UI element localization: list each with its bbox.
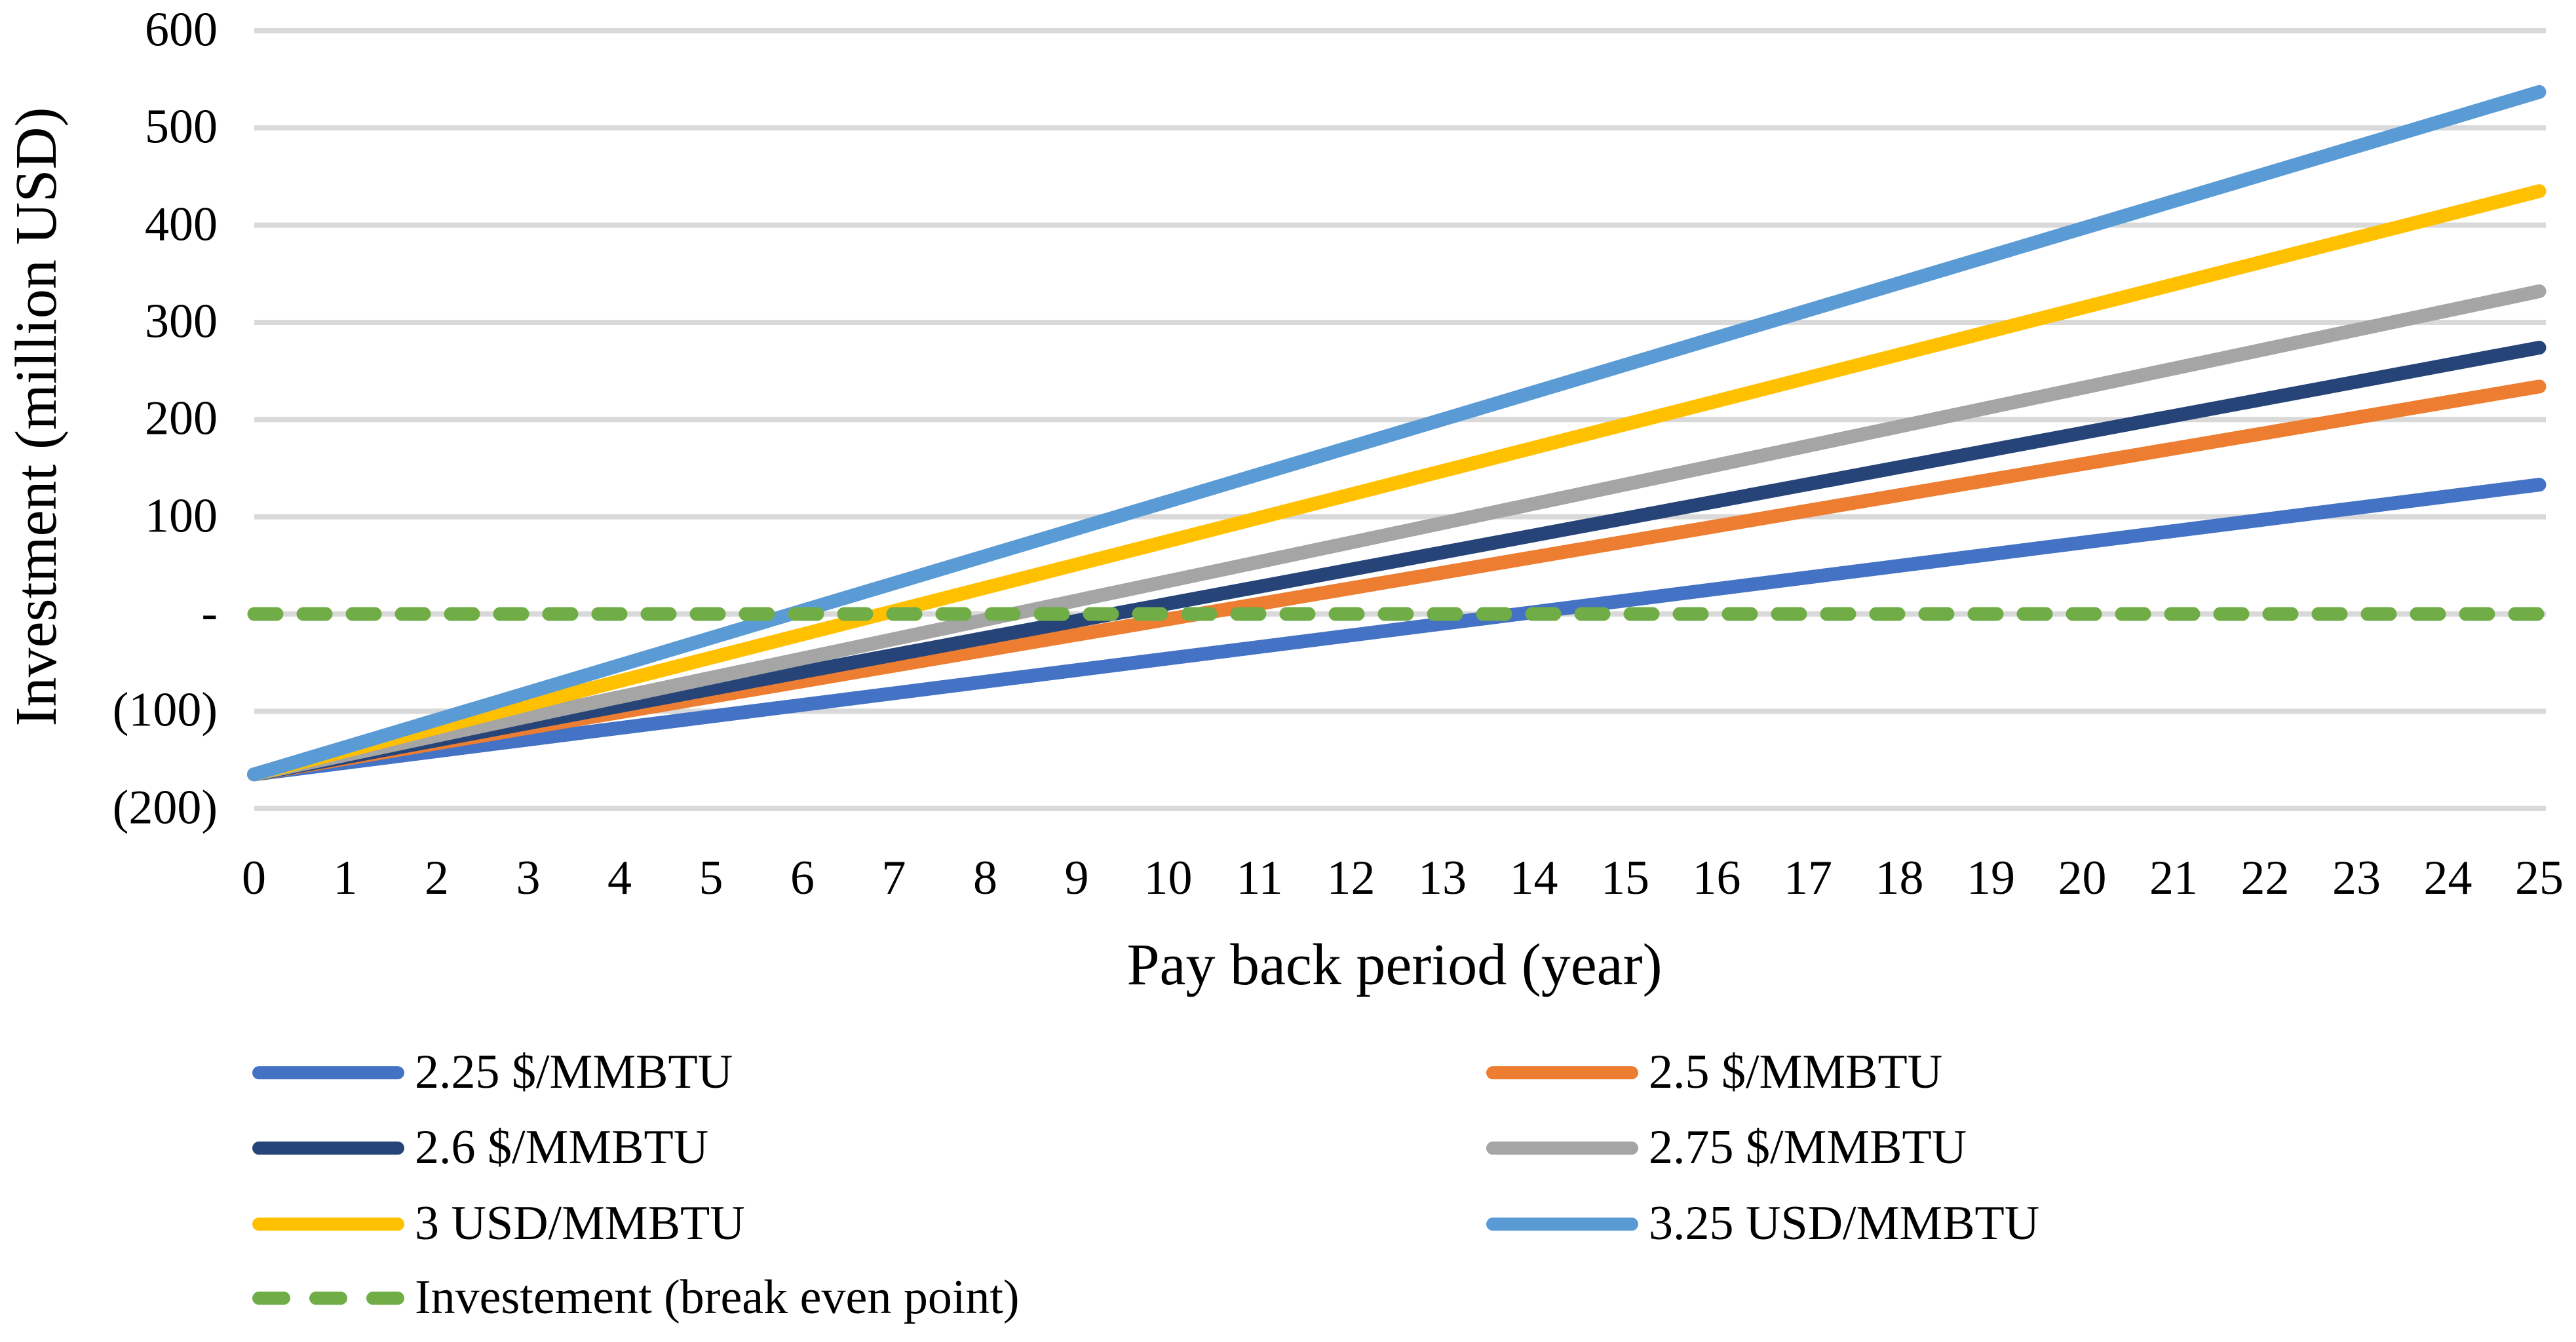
y-tick-label: - — [201, 586, 218, 640]
y-tick-label: 500 — [145, 100, 218, 154]
legend-label: 2.5 $/MMBTU — [1649, 1045, 1943, 1100]
x-tick-label: 8 — [973, 851, 997, 905]
x-tick-label: 18 — [1875, 851, 1924, 905]
x-tick-label: 7 — [881, 851, 906, 905]
y-tick-label: 600 — [145, 3, 218, 57]
series-line-3.25-usd-mmbtu — [247, 85, 2547, 782]
legend-item-3.25-usd-mmbtu: 3.25 USD/MMBTU — [1486, 1198, 2039, 1250]
legend-label: 2.6 $/MMBTU — [415, 1121, 709, 1175]
x-tick-label: 19 — [1967, 851, 2015, 905]
legend-line-swatch — [252, 1217, 404, 1231]
x-tick-label: 6 — [790, 851, 815, 905]
legend-item-investement-break-even-point-: Investement (break even point) — [252, 1271, 1020, 1325]
legend-item-3-usd-mmbtu: 3 USD/MMBTU — [252, 1198, 745, 1250]
x-tick-label: 25 — [2515, 851, 2564, 905]
series-line-3-usd-mmbtu — [247, 184, 2547, 782]
x-tick-label: 2 — [425, 851, 449, 905]
legend-item-2.75-mmbtu: 2.75 $/MMBTU — [1486, 1122, 1967, 1174]
y-tick-label: 200 — [145, 391, 218, 446]
y-tick-label: (200) — [112, 780, 218, 835]
legend-dash-segment — [366, 1292, 404, 1305]
x-tick-label: 12 — [1326, 851, 1375, 905]
x-tick-label: 16 — [1692, 851, 1741, 905]
legend-item-2.5-mmbtu: 2.5 $/MMBTU — [1486, 1045, 1943, 1100]
x-tick-label: 15 — [1601, 851, 1649, 905]
x-tick-label: 0 — [242, 851, 266, 905]
legend-item-2.25-mmbtu: 2.25 $/MMBTU — [252, 1045, 733, 1100]
x-tick-label: 5 — [699, 851, 723, 905]
x-tick-label: 24 — [2423, 851, 2472, 905]
x-tick-label: 10 — [1144, 851, 1193, 905]
legend-dashed-line-swatch — [252, 1292, 404, 1305]
legend-line-swatch — [1486, 1066, 1638, 1079]
x-tick-label: 13 — [1418, 851, 1467, 905]
x-tick-label: 3 — [516, 851, 541, 905]
legend-line-swatch — [252, 1066, 404, 1079]
x-tick-label: 23 — [2332, 851, 2381, 905]
x-tick-label: 22 — [2240, 851, 2290, 905]
x-tick-label: 11 — [1236, 851, 1283, 905]
legend-label: 2.25 $/MMBTU — [415, 1045, 733, 1100]
legend-line-swatch — [252, 1141, 404, 1155]
x-tick-label: 21 — [2149, 851, 2198, 905]
x-tick-label: 20 — [2058, 851, 2107, 905]
legend-label: 3 USD/MMBTU — [415, 1197, 745, 1251]
series-line-2.75-mmbtu — [247, 284, 2547, 782]
series-line-2.6-mmbtu — [247, 341, 2547, 782]
x-tick-label: 1 — [333, 851, 358, 905]
x-tick-label: 17 — [1784, 851, 1832, 905]
legend-label: 2.75 $/MMBTU — [1649, 1121, 1967, 1175]
legend-label: 3.25 USD/MMBTU — [1649, 1197, 2040, 1251]
x-tick-label: 14 — [1509, 851, 1558, 905]
legend-line-swatch — [1486, 1141, 1638, 1155]
y-tick-label: 100 — [145, 489, 218, 543]
y-tick-label: 400 — [145, 197, 218, 252]
y-tick-label: (100) — [112, 683, 218, 737]
x-tick-label: 9 — [1064, 851, 1089, 905]
y-tick-label: 300 — [145, 294, 218, 349]
legend-label: Investement (break even point) — [415, 1271, 1020, 1325]
legend-item-2.6-mmbtu: 2.6 $/MMBTU — [252, 1122, 708, 1174]
x-tick-label: 4 — [607, 851, 632, 905]
series-line-2.25-mmbtu — [247, 478, 2547, 782]
legend-dash-segment — [309, 1292, 347, 1305]
x-axis-title: Pay back period (year) — [1126, 932, 1663, 997]
legend-line-swatch — [1486, 1217, 1638, 1231]
legend-dash-segment — [252, 1292, 290, 1305]
